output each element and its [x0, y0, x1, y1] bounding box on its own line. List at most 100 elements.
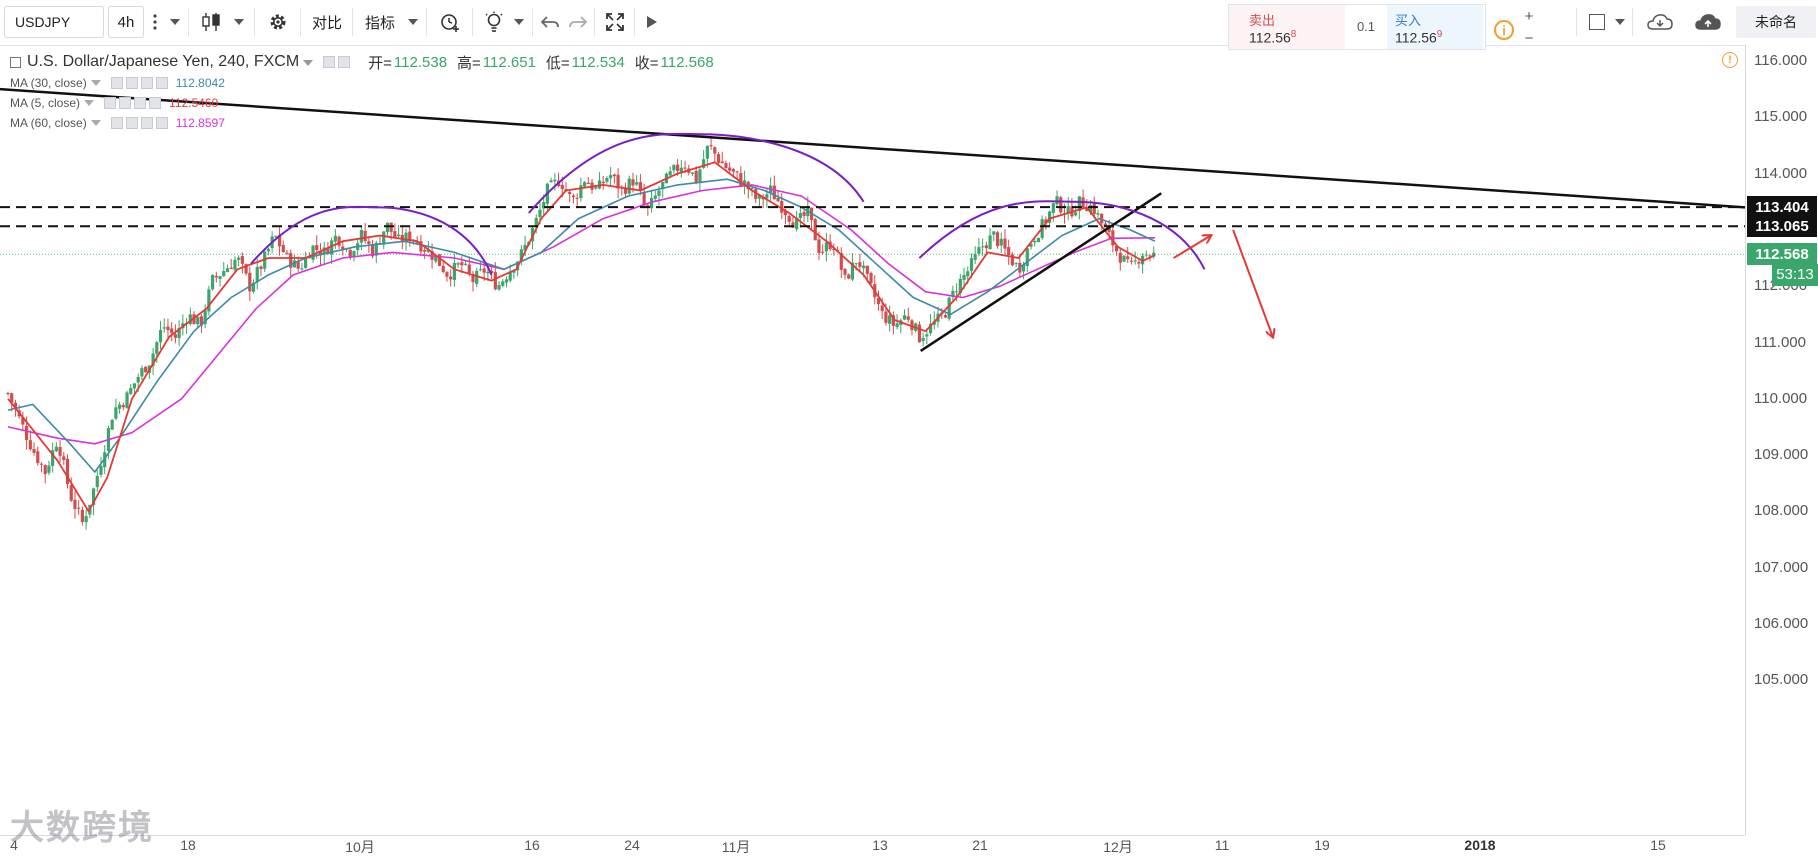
candle-body: [322, 247, 326, 255]
candle-body: [13, 402, 18, 409]
candle-body: [1033, 240, 1037, 243]
candle-body: [895, 323, 899, 328]
redo-icon[interactable]: [564, 6, 592, 38]
candles-chart-type-icon[interactable]: [194, 6, 228, 38]
candle-body: [162, 327, 166, 329]
indicators-dropdown-icon[interactable]: [404, 6, 422, 38]
candle-body: [955, 291, 959, 293]
ma30-dropdown-icon[interactable]: [90, 80, 101, 86]
replay-play-icon[interactable]: [638, 6, 666, 38]
candle-body: [233, 259, 237, 270]
price-axis[interactable]: 116.000115.000114.000113.000112.000111.0…: [1745, 45, 1818, 835]
price-chart[interactable]: [0, 45, 1745, 835]
candle-body: [1010, 254, 1014, 266]
ma30-controls[interactable]: [110, 77, 168, 89]
candle-body: [1029, 243, 1033, 247]
settings-gear-icon[interactable]: [260, 6, 296, 38]
interval-dropdown-icon[interactable]: [166, 6, 184, 38]
indicators-button[interactable]: 指标: [358, 6, 402, 38]
candle-body: [943, 315, 948, 318]
ma60-controls[interactable]: [110, 117, 168, 129]
sell-button[interactable]: 卖出 112.568: [1229, 5, 1345, 49]
interval-more-icon[interactable]: [146, 6, 164, 38]
candle-body: [962, 274, 966, 280]
interval-button[interactable]: 4h: [108, 6, 144, 38]
fullscreen-icon[interactable]: [598, 6, 632, 38]
candle-body: [397, 234, 401, 237]
candle-body: [225, 268, 230, 272]
candle-body: [716, 154, 721, 163]
cloud-save-icon[interactable]: [1686, 6, 1730, 38]
candle-body: [631, 179, 635, 186]
candle-body: [728, 167, 732, 171]
candle-body: [318, 251, 323, 256]
candle-body: [110, 419, 114, 430]
ma60-legend[interactable]: MA (60, close) 112.8597: [10, 113, 714, 133]
candle-body: [62, 456, 66, 460]
price-axis-label: 114.000: [1754, 164, 1808, 182]
buy-button[interactable]: 买入 112.569: [1387, 5, 1483, 49]
candle-body: [571, 195, 576, 198]
candle-body: [471, 273, 475, 283]
candle-body: [1148, 255, 1152, 257]
candle-body: [575, 197, 579, 199]
layout-name-label: 未命名: [1755, 14, 1797, 30]
candle-body: [367, 241, 371, 245]
open-label: 开=: [368, 54, 392, 72]
candle-body: [501, 281, 505, 286]
layout-square-icon[interactable]: [1582, 6, 1612, 38]
candle-body: [925, 334, 929, 337]
candle-body: [121, 405, 125, 408]
candle-body: [616, 174, 620, 189]
high-label: 高=: [457, 54, 481, 72]
ideas-dropdown-icon[interactable]: [510, 6, 528, 38]
collapse-legend-icon[interactable]: [10, 56, 21, 68]
ma30-legend[interactable]: MA (30, close) 112.8042: [10, 73, 714, 93]
symbol-controls[interactable]: [323, 56, 351, 68]
candle-body: [289, 253, 293, 268]
ma5-dropdown-icon[interactable]: [84, 100, 95, 106]
watermark-logo: 大数跨境: [10, 809, 154, 847]
time-axis[interactable]: 4 18 10月 16 24 11月 13 21 12月 11 19 2018 15: [0, 835, 1745, 856]
layout-dropdown-icon[interactable]: [1612, 6, 1628, 38]
ma5-controls[interactable]: [104, 97, 162, 109]
candle-body: [296, 261, 300, 269]
price-axis-label: 108.000: [1754, 502, 1809, 520]
arc-drawing: [528, 132, 865, 214]
quantity-minus-button[interactable]: −: [1524, 29, 1534, 47]
symbol-search-input[interactable]: USDJPY: [4, 6, 104, 38]
compare-button[interactable]: 对比: [306, 6, 348, 38]
candle-body: [735, 171, 739, 173]
candle-body: [910, 320, 914, 331]
candle-body: [1051, 203, 1055, 213]
price-axis-label: 105.000: [1754, 671, 1809, 689]
candle-body: [791, 222, 795, 228]
layout-name-button[interactable]: 未命名: [1736, 6, 1816, 38]
candle-body: [679, 167, 683, 173]
ideas-lightbulb-icon[interactable]: [478, 6, 510, 38]
candle-body: [99, 466, 103, 475]
quote-widget: 卖出 112.568 0.1 买入 112.569: [1228, 4, 1486, 50]
alert-warning-icon[interactable]: !: [1722, 52, 1738, 68]
candle-body: [750, 188, 754, 190]
candle-body: [772, 185, 776, 200]
quantity-plus-button[interactable]: +: [1524, 7, 1534, 25]
candle-body: [1152, 252, 1156, 257]
ma5-legend[interactable]: MA (5, close) 112.5460: [10, 93, 714, 113]
candle-body: [348, 249, 352, 257]
cloud-load-icon[interactable]: [1638, 6, 1682, 38]
chart-type-dropdown-icon[interactable]: [230, 6, 248, 38]
ma60-dropdown-icon[interactable]: [90, 120, 101, 126]
candle-body: [1059, 197, 1063, 213]
candle-body: [653, 195, 657, 199]
alert-clock-icon[interactable]: [432, 6, 468, 38]
buy-label: 买入: [1395, 13, 1422, 28]
arc-drawing: [250, 205, 493, 276]
undo-icon[interactable]: [536, 6, 564, 38]
trade-info-icon[interactable]: i: [1490, 16, 1518, 44]
symbol-dropdown-icon[interactable]: [303, 53, 314, 71]
candle-body: [977, 247, 981, 254]
candle-body: [984, 245, 988, 249]
candle-body: [720, 161, 724, 164]
candle-body: [798, 213, 802, 219]
